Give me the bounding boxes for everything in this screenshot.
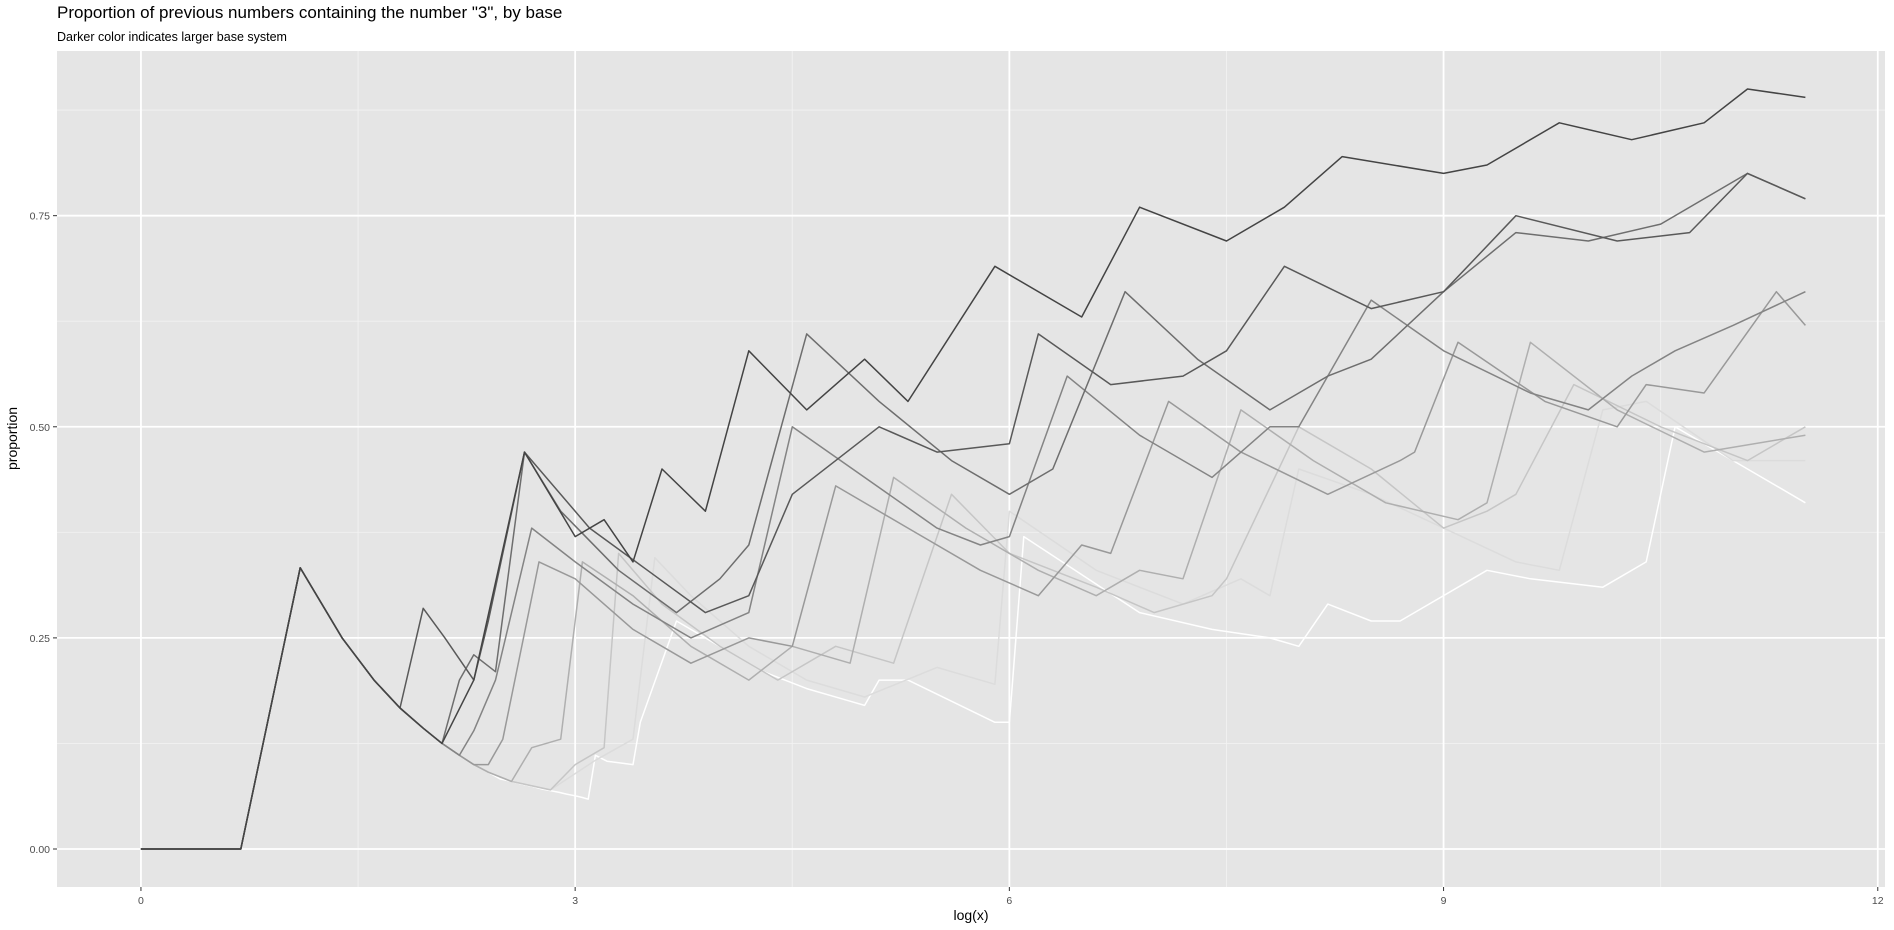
axis-ticks: 0 3 6 9 12 0.00 0.25 0.50 0.75 bbox=[30, 211, 1884, 907]
y-tick-label: 0.00 bbox=[30, 844, 51, 856]
chart-title: Proportion of previous numbers containin… bbox=[57, 3, 563, 22]
y-axis-label: proportion bbox=[4, 406, 20, 470]
y-tick-label: 0.25 bbox=[30, 633, 51, 645]
y-tick-label: 0.75 bbox=[30, 211, 51, 223]
data-lines bbox=[140, 88, 1806, 850]
x-tick-label: 9 bbox=[1441, 895, 1447, 907]
x-tick-label: 0 bbox=[138, 895, 144, 907]
minor-grid bbox=[57, 51, 1885, 887]
x-tick-label: 12 bbox=[1872, 895, 1884, 907]
major-grid bbox=[57, 51, 1885, 887]
x-axis-label: log(x) bbox=[953, 907, 989, 923]
x-tick-label: 3 bbox=[572, 895, 578, 907]
plot-panel bbox=[57, 51, 1885, 887]
chart-subtitle: Darker color indicates larger base syste… bbox=[57, 30, 287, 44]
series-line-9 bbox=[140, 88, 1806, 850]
y-tick-label: 0.50 bbox=[30, 422, 51, 434]
x-tick-label: 6 bbox=[1006, 895, 1012, 907]
